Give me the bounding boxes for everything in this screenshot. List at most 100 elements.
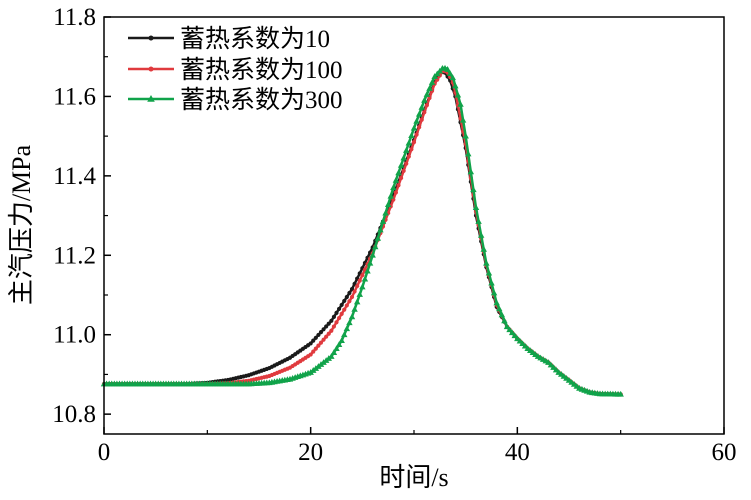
data-point [415, 110, 423, 117]
data-point [328, 353, 335, 359]
data-point [321, 337, 326, 342]
data-point [413, 117, 420, 124]
data-point [326, 321, 331, 326]
data-point [490, 289, 498, 296]
data-point [392, 176, 400, 183]
series-line [104, 69, 621, 396]
data-point [424, 103, 429, 108]
y-tick-label: 11.2 [53, 242, 96, 269]
data-point [313, 335, 318, 340]
data-point [355, 283, 360, 289]
data-point [359, 283, 366, 290]
data-point [397, 162, 405, 168]
series-1 [101, 70, 623, 397]
series-line [104, 66, 621, 396]
data-point [349, 286, 355, 292]
series-layer [100, 64, 624, 397]
data-point [311, 338, 316, 343]
data-point [366, 259, 374, 266]
data-point [329, 318, 334, 323]
data-point [339, 311, 344, 316]
data-point [422, 110, 427, 115]
data-point [423, 91, 431, 97]
data-point [465, 150, 472, 157]
data-point [480, 245, 487, 252]
data-point [347, 290, 352, 296]
y-tick-label: 11.6 [53, 83, 96, 110]
data-point [419, 117, 424, 122]
data-point [356, 291, 363, 297]
data-point [488, 279, 495, 286]
data-point [352, 289, 357, 294]
data-point [324, 334, 329, 339]
data-point [399, 176, 404, 181]
legend-marker [147, 95, 155, 102]
data-point [401, 168, 406, 173]
y-tick-label: 11.0 [53, 322, 96, 349]
legend-item: 蓄热系数为300 [128, 86, 343, 114]
series-3 [100, 64, 624, 397]
data-point [404, 161, 409, 166]
data-point [400, 154, 407, 161]
legend-item: 蓄热系数为100 [128, 56, 343, 84]
data-point [318, 340, 324, 345]
data-point [384, 201, 392, 208]
data-point [408, 132, 415, 139]
data-point [372, 243, 379, 250]
data-point [396, 183, 401, 188]
data-point [346, 319, 353, 326]
data-point [459, 116, 467, 123]
data-point [308, 352, 313, 357]
data-point [318, 330, 324, 335]
y-tick-label: 11.8 [53, 4, 96, 31]
data-point [341, 331, 348, 338]
data-point [361, 275, 369, 282]
x-tick-label: 60 [712, 439, 737, 466]
data-point [395, 169, 402, 176]
legend-label: 蓄热系数为100 [180, 56, 343, 84]
y-tick-label: 10.8 [52, 401, 96, 428]
data-point [462, 132, 469, 139]
data-point [390, 184, 397, 191]
data-point [427, 95, 432, 101]
data-point [347, 299, 352, 304]
data-point [498, 311, 506, 318]
data-point [357, 278, 362, 283]
data-point [360, 273, 365, 278]
data-point [316, 332, 321, 338]
data-point [334, 320, 339, 325]
data-point [329, 328, 334, 333]
data-point [313, 346, 318, 351]
data-point [326, 331, 331, 336]
legend-marker [148, 35, 154, 41]
data-point [410, 124, 418, 131]
data-point [467, 168, 475, 175]
data-point [457, 100, 464, 107]
data-point [344, 303, 349, 308]
data-point [449, 74, 456, 81]
data-point [330, 349, 338, 355]
data-point [333, 345, 340, 351]
data-point [349, 294, 355, 300]
data-point [414, 132, 419, 137]
data-point [470, 186, 477, 193]
data-point [472, 204, 480, 211]
data-point [485, 269, 493, 276]
data-point [405, 139, 413, 146]
legend-item: 蓄热系数为10 [128, 25, 330, 53]
data-point [324, 324, 329, 329]
x-tick-label: 40 [505, 439, 530, 466]
data-point [454, 91, 462, 98]
data-point [417, 125, 422, 130]
data-point [496, 305, 503, 312]
legend-marker [148, 66, 154, 72]
data-point [493, 299, 500, 306]
data-point [403, 147, 410, 153]
data-point [335, 341, 343, 348]
data-point [379, 218, 387, 224]
x-tick-label: 0 [98, 439, 111, 466]
data-point [342, 307, 347, 312]
data-point [311, 349, 316, 354]
data-point [483, 259, 490, 266]
